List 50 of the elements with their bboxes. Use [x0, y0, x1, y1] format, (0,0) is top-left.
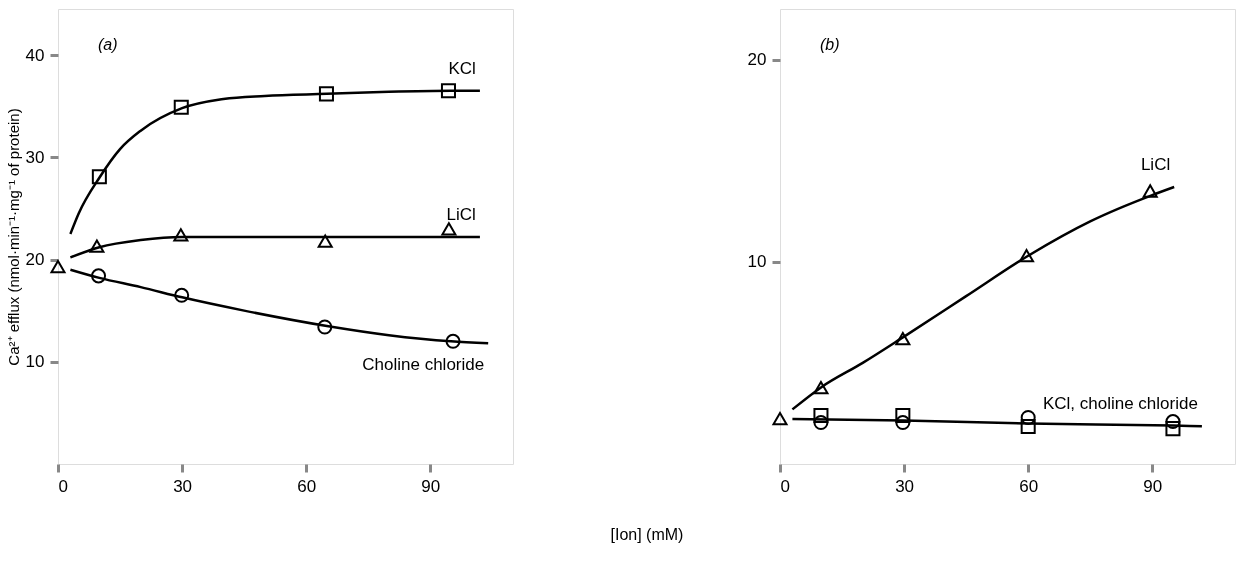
series-label: KCl, choline chloride [1042, 394, 1198, 414]
series-label: LiCl [446, 205, 476, 225]
point [317, 319, 333, 335]
point [50, 260, 66, 274]
line-series [69, 268, 490, 345]
point [1020, 409, 1036, 425]
y-tick-label: 10 [747, 252, 767, 272]
point [1020, 419, 1036, 435]
series-label: Choline chloride [362, 355, 485, 375]
point [318, 86, 334, 102]
point [173, 228, 189, 242]
point [895, 415, 911, 431]
y-tick-label: 40 [25, 45, 45, 65]
y-tick-label: 20 [747, 50, 767, 70]
x-tick-label: 30 [895, 476, 915, 496]
point [445, 333, 461, 349]
x-tick-label: 30 [173, 476, 193, 496]
series-label: LiCl [1140, 154, 1171, 174]
point [91, 268, 107, 284]
y-axis-title: Ca²⁺ efflux (nmol·min⁻¹·mg⁻¹ of protein) [4, 108, 22, 366]
x-axis-title: [Ion] (mM) [610, 525, 684, 543]
series-label: KCl [448, 58, 476, 78]
point [1142, 184, 1158, 198]
point [1165, 414, 1181, 430]
y-tick-label: 10 [25, 352, 45, 372]
point [895, 331, 911, 346]
point [813, 415, 829, 431]
point [441, 222, 457, 236]
y-tick-label: 20 [25, 250, 45, 270]
point [440, 83, 456, 99]
x-tick-label: 0 [58, 476, 68, 496]
point [317, 234, 333, 248]
x-tick-label: 60 [297, 476, 317, 496]
point [173, 99, 189, 115]
point [89, 239, 105, 253]
x-tick-label: 60 [1019, 476, 1039, 496]
point [813, 380, 829, 395]
annotation: (a) [98, 36, 118, 53]
point [813, 407, 829, 423]
x-tick-label: 90 [1143, 476, 1163, 496]
point [1019, 249, 1035, 263]
x-tick-label: 90 [421, 476, 441, 496]
point [772, 412, 788, 426]
annotation: (b) [820, 36, 840, 53]
point [1165, 421, 1181, 437]
x-tick-label: 0 [780, 476, 790, 496]
point [895, 407, 911, 423]
point [91, 169, 107, 185]
y-tick-label: 30 [25, 147, 45, 167]
point [174, 287, 190, 303]
